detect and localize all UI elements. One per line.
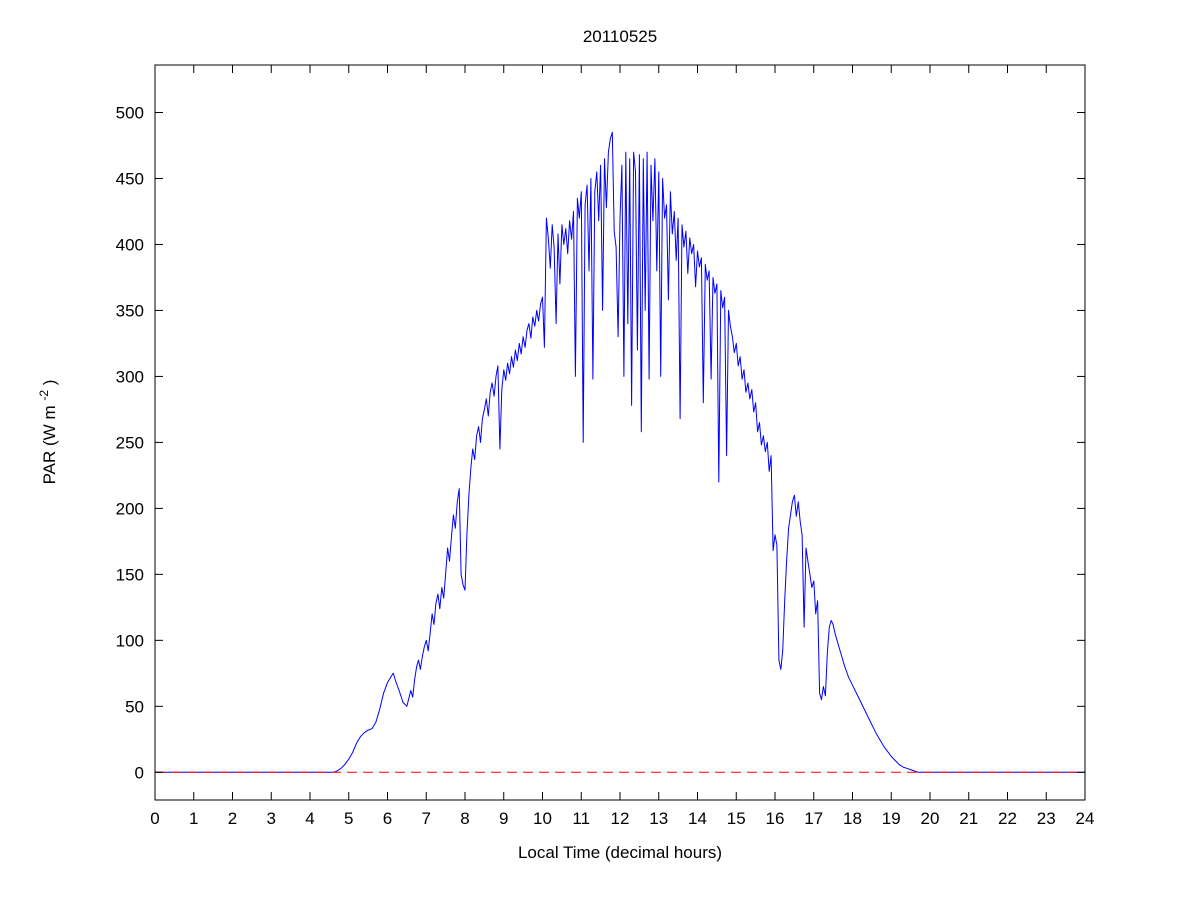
x-tick-label: 18 bbox=[843, 809, 862, 828]
x-tick-label: 0 bbox=[150, 809, 159, 828]
x-tick-label: 6 bbox=[383, 809, 392, 828]
y-axis-label-superscript: -2 bbox=[37, 390, 51, 401]
axes-box bbox=[154, 64, 1086, 801]
y-axis-label-prefix: PAR (W m bbox=[40, 405, 59, 484]
x-tick-label: 14 bbox=[688, 809, 707, 828]
ticks-group: 0 1 2 3 4 5 6 7 8 9 10 11 12 13 14 15 16 17 18 19 20 21 22 23 24… bbox=[116, 65, 1095, 828]
x-tick-label: 10 bbox=[533, 809, 552, 828]
y-tick-label: 400 bbox=[116, 235, 144, 254]
series-line-PAR bbox=[155, 131, 1085, 773]
x-tick-label: 22 bbox=[998, 809, 1017, 828]
x-tick-label: 8 bbox=[460, 809, 469, 828]
y-tick-label: 100 bbox=[116, 631, 144, 650]
y-axis-label-suffix: ) bbox=[40, 380, 59, 386]
y-tick-label: 300 bbox=[116, 367, 144, 386]
chart-title: 20110525 bbox=[583, 27, 657, 46]
x-tick-label: 11 bbox=[572, 809, 590, 828]
x-tick-label: 23 bbox=[1037, 809, 1056, 828]
x-tick-label: 13 bbox=[649, 809, 668, 828]
x-tick-label: 1 bbox=[189, 809, 198, 828]
x-tick-label: 17 bbox=[804, 809, 823, 828]
series-group bbox=[155, 131, 1085, 773]
x-tick-label: 16 bbox=[766, 809, 785, 828]
y-tick-label: 450 bbox=[116, 169, 144, 188]
x-tick-label: 4 bbox=[305, 809, 314, 828]
x-tick-label: 7 bbox=[422, 809, 431, 828]
x-tick-label: 5 bbox=[344, 809, 353, 828]
y-tick-label: 500 bbox=[116, 104, 144, 123]
x-tick-label: 24 bbox=[1076, 809, 1095, 828]
y-tick-label: 50 bbox=[125, 697, 144, 716]
x-tick-label: 19 bbox=[882, 809, 901, 828]
x-tick-label: 12 bbox=[611, 809, 630, 828]
y-tick-label: 350 bbox=[116, 301, 144, 320]
y-tick-label: 0 bbox=[135, 763, 144, 782]
x-tick-label: 21 bbox=[959, 809, 978, 828]
x-tick-label: 9 bbox=[499, 809, 508, 828]
y-tick-label: 150 bbox=[116, 565, 144, 584]
x-tick-label: 20 bbox=[921, 809, 940, 828]
x-tick-label: 3 bbox=[267, 809, 276, 828]
x-tick-label: 2 bbox=[228, 809, 237, 828]
y-tick-label: 250 bbox=[116, 433, 144, 452]
y-axis-label: PAR (W m -2 ) bbox=[33, 380, 59, 485]
x-axis-label: Local Time (decimal hours) bbox=[518, 843, 722, 862]
y-tick-label: 200 bbox=[116, 499, 144, 518]
x-tick-label: 15 bbox=[727, 809, 746, 828]
